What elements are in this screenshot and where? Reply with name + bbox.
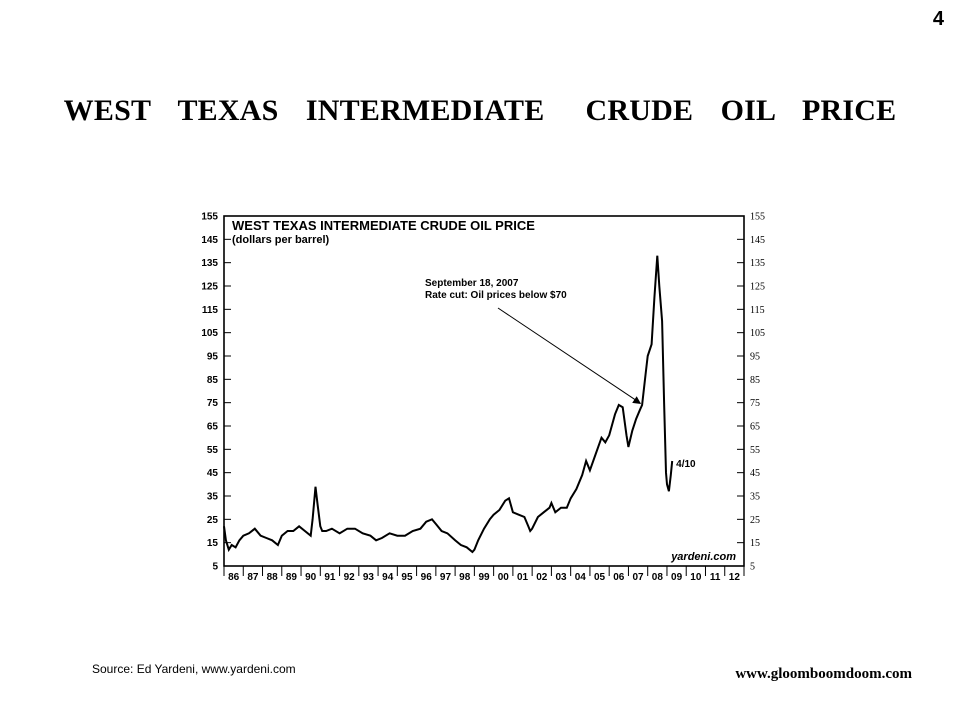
y-tick-label-left: 5 xyxy=(212,562,218,573)
x-tick-label: 10 xyxy=(690,572,702,583)
y-tick-label-left: 105 xyxy=(201,328,218,339)
y-tick-label-right: 115 xyxy=(750,305,765,316)
y-tick-label-right: 95 xyxy=(750,352,760,363)
x-tick-label: 97 xyxy=(440,572,452,583)
annotation-rate-cut: September 18, 2007 Rate cut: Oil prices … xyxy=(425,278,642,404)
y-tick-label-right: 15 xyxy=(750,538,760,549)
y-tick-label-left: 155 xyxy=(201,212,218,223)
y-tick-label-right: 125 xyxy=(750,282,765,293)
annotation-line-2: Rate cut: Oil prices below $70 xyxy=(425,290,567,301)
y-tick-label-left: 55 xyxy=(207,445,219,456)
x-tick-label: 04 xyxy=(575,572,587,583)
y-tick-label-left: 15 xyxy=(207,538,219,549)
y-tick-label-left: 85 xyxy=(207,375,219,386)
x-tick-label: 91 xyxy=(324,572,336,583)
x-tick-label: 05 xyxy=(594,572,606,583)
y-tick-label-right: 135 xyxy=(750,258,765,269)
chart-watermark: yardeni.com xyxy=(670,551,736,563)
x-tick-label: 09 xyxy=(671,572,683,583)
y-tick-label-right: 55 xyxy=(750,445,760,456)
site-url: www.gloomboomdoom.com xyxy=(735,666,912,682)
annotation-arrow xyxy=(497,307,641,404)
x-tick-label: 12 xyxy=(729,572,741,583)
x-tick-label: 00 xyxy=(498,572,510,583)
x-tick-label: 08 xyxy=(652,572,664,583)
y-tick-label-left: 135 xyxy=(201,258,218,269)
y-tick-label-left: 115 xyxy=(202,305,219,316)
y-tick-label-left: 25 xyxy=(207,515,219,526)
y-tick-label-left: 75 xyxy=(207,398,219,409)
x-tick-label: 89 xyxy=(286,572,298,583)
x-tick-label: 07 xyxy=(633,572,645,583)
y-tick-label-right: 85 xyxy=(750,375,760,386)
y-tick-label-right: 75 xyxy=(750,398,760,409)
x-tick-label: 92 xyxy=(344,572,356,583)
source-credit: Source: Ed Yardeni, www.yardeni.com xyxy=(92,662,296,676)
y-axis-left: 5 15 25 35 45 55 65 75 85 95 105 115 125 135 145 155 xyxy=(201,212,231,573)
y-tick-label-right: 35 xyxy=(750,492,760,503)
y-tick-label-right: 145 xyxy=(750,235,765,246)
page-number: 4 xyxy=(932,8,944,30)
x-tick-label: 01 xyxy=(517,572,529,583)
y-tick-label-right: 155 xyxy=(750,212,765,223)
x-tick-label: 02 xyxy=(536,572,548,583)
y-tick-label-left: 95 xyxy=(207,352,219,363)
y-tick-label-right: 45 xyxy=(750,468,760,479)
plot-frame xyxy=(223,215,745,567)
y-tick-label-left: 145 xyxy=(201,235,218,246)
x-tick-label: 90 xyxy=(305,572,317,583)
x-tick-label: 03 xyxy=(555,572,567,583)
y-axis-right: 5 15 25 35 45 55 65 75 85 95 105 115 125 135 145 155 xyxy=(737,212,765,573)
series-line-wti xyxy=(223,255,674,554)
x-tick-label: 96 xyxy=(421,572,433,583)
y-tick-label-right: 5 xyxy=(750,562,755,573)
y-tick-label-left: 125 xyxy=(201,282,218,293)
chart-inner-subtitle: (dollars per barrel) xyxy=(232,234,330,246)
x-tick-label: 93 xyxy=(363,572,375,583)
x-tick-label: 98 xyxy=(459,572,471,583)
annotation-line-1: September 18, 2007 xyxy=(425,278,519,289)
y-tick-label-left: 35 xyxy=(207,492,219,503)
annotation-end-date: 4/10 xyxy=(676,459,696,470)
annotation-arrowhead xyxy=(632,396,642,404)
x-tick-label: 88 xyxy=(267,572,279,583)
chart-inner-title: WEST TEXAS INTERMEDIATE CRUDE OIL PRICE xyxy=(232,218,535,233)
y-tick-label-right: 105 xyxy=(750,328,765,339)
x-tick-label: 95 xyxy=(401,572,413,583)
slide-title: WEST TEXAS INTERMEDIATE CRUDE OIL PRICE xyxy=(63,94,897,127)
y-tick-label-right: 25 xyxy=(750,515,760,526)
y-tick-label-left: 65 xyxy=(207,422,219,433)
x-tick-label: 99 xyxy=(478,572,490,583)
y-tick-label-left: 45 xyxy=(207,468,219,479)
y-tick-label-right: 65 xyxy=(750,422,760,433)
x-tick-label: 11 xyxy=(710,572,721,583)
x-axis: 86 87 88 89 90 91 92 93 94 95 96 97 98 99 00 01 02 03 04 05… xyxy=(223,566,745,583)
x-tick-label: 94 xyxy=(382,572,394,583)
x-tick-label: 06 xyxy=(613,572,625,583)
x-tick-label: 86 xyxy=(228,572,240,583)
x-tick-label: 87 xyxy=(247,572,259,583)
